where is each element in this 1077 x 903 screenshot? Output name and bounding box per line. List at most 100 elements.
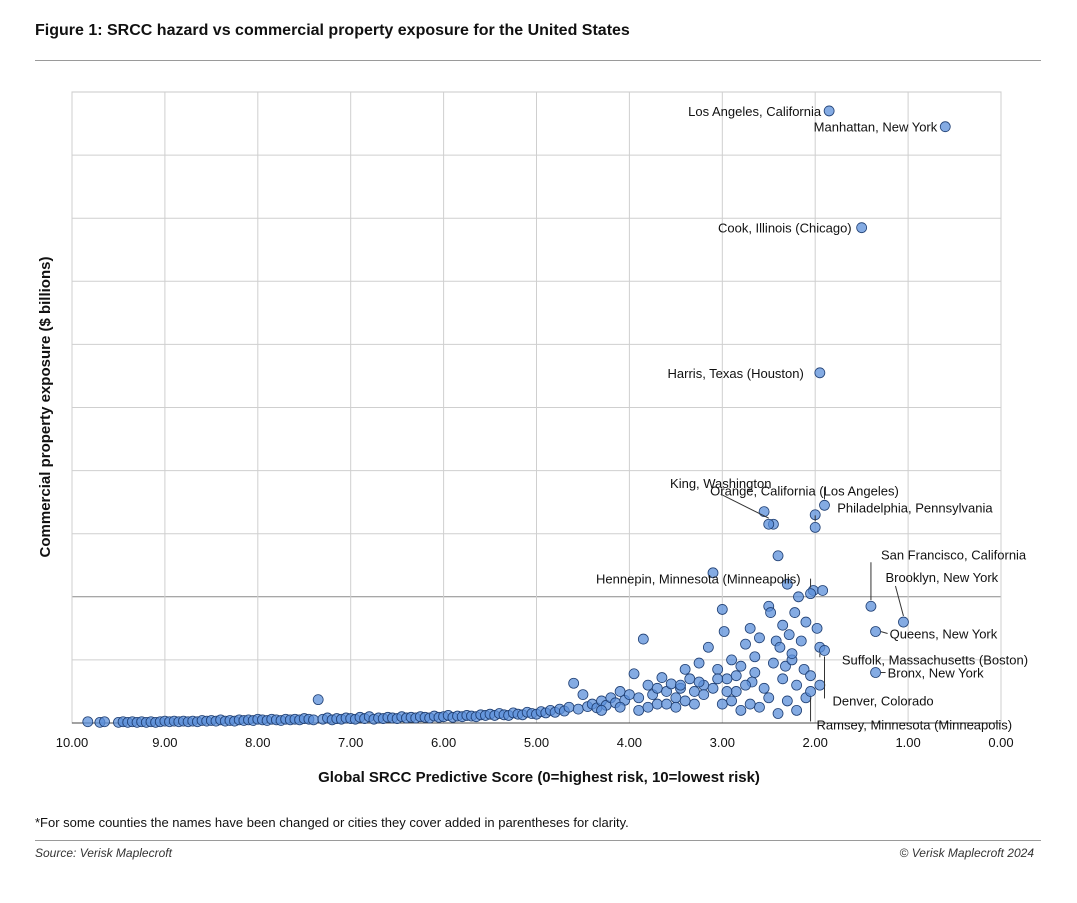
y-axis-label: Commercial property exposure ($ billions… <box>37 257 54 558</box>
data-point <box>772 550 784 562</box>
x-axis-label: Global SRCC Predictive Score (0=highest … <box>318 769 760 786</box>
data-point <box>809 521 821 533</box>
x-tick-label: 10.00 <box>56 735 89 750</box>
callout-leader <box>894 585 904 617</box>
data-point <box>661 698 672 710</box>
data-point <box>675 679 686 691</box>
data-point <box>698 689 710 701</box>
data-point <box>614 686 626 697</box>
data-point <box>758 506 770 518</box>
data-point <box>712 673 724 685</box>
data-point <box>798 663 810 675</box>
data-point <box>707 567 719 579</box>
data-point <box>596 704 607 716</box>
callout-leader <box>880 631 888 634</box>
data-point <box>563 701 575 713</box>
data-point <box>805 588 816 600</box>
data-point <box>689 698 700 710</box>
data-point <box>633 692 645 704</box>
point-label: Suffolk, Massachusetts (Boston) <box>842 652 1028 667</box>
x-tick-label: 2.00 <box>803 735 828 750</box>
data-point <box>772 708 784 719</box>
data-point <box>721 673 733 685</box>
point-label: Philadelphia, Pennsylvania <box>837 500 993 515</box>
point-label: King, Washington <box>670 476 771 491</box>
data-point <box>786 648 798 659</box>
data-point <box>898 616 909 628</box>
data-point <box>628 668 640 680</box>
scatter-chart: 10.00 9.00 8.00 7.00 6.00 5.00 4.00 3.00 2.00 1.0… <box>37 91 1028 786</box>
x-tick-label: 7.00 <box>338 735 363 750</box>
data-point <box>99 716 110 728</box>
data-point <box>744 622 756 634</box>
data-point <box>780 660 791 672</box>
data-point <box>749 667 761 678</box>
title-divider <box>35 60 1041 61</box>
footer-divider <box>35 840 1041 841</box>
data-point <box>865 600 877 612</box>
data-point <box>823 105 835 117</box>
footnote: *For some counties the names have been c… <box>35 815 629 830</box>
point-label: Bronx, New York <box>888 666 985 681</box>
data-point <box>568 677 580 689</box>
data-point <box>651 698 663 710</box>
gridlines <box>71 91 1002 724</box>
data-point <box>656 672 668 683</box>
data-point <box>763 518 775 530</box>
data-point <box>777 673 789 685</box>
data-point <box>758 682 770 694</box>
data-point <box>665 678 677 690</box>
point-label: Queens, New York <box>890 627 998 642</box>
data-point <box>774 641 786 653</box>
x-tick-label: 9.00 <box>152 735 177 750</box>
point-label: Ramsey, Minnesota (Minneapolis) <box>817 717 1013 732</box>
data-point <box>642 701 654 713</box>
data-point <box>689 686 700 697</box>
data-point <box>637 633 649 645</box>
data-point <box>744 698 756 710</box>
x-tick-label: 1.00 <box>895 735 920 750</box>
x-tick-label: 4.00 <box>617 735 642 750</box>
x-tick-labels: 10.00 9.00 8.00 7.00 6.00 5.00 4.00 3.00 2.00 1.0… <box>56 735 1014 750</box>
data-point <box>817 585 829 596</box>
data-point <box>811 622 823 634</box>
data-point <box>789 607 801 618</box>
x-tick-label: 6.00 <box>431 735 456 750</box>
data-point <box>679 695 691 707</box>
point-label: Manhattan, New York <box>814 120 938 135</box>
point-label: Orange, California (Los Angeles) <box>710 483 899 498</box>
data-point <box>614 701 626 713</box>
data-point <box>312 694 324 706</box>
point-label: San Francisco, California <box>881 547 1027 562</box>
data-point <box>670 692 682 704</box>
source-note: Source: Verisk Maplecroft <box>35 846 172 860</box>
point-label: Cook, Illinois (Chicago) <box>718 221 852 236</box>
data-point <box>791 704 803 716</box>
x-tick-label: 8.00 <box>245 735 270 750</box>
data-point <box>577 689 589 701</box>
data-point <box>814 367 826 379</box>
data-point <box>777 619 789 631</box>
data-point <box>684 673 696 685</box>
data-point <box>735 704 747 716</box>
data-point <box>572 703 584 715</box>
x-tick-label: 5.00 <box>524 735 549 750</box>
data-point <box>718 626 730 637</box>
data-point <box>82 716 94 728</box>
point-label: Hennepin, Minnesota (Minneapolis) <box>596 572 801 587</box>
data-point <box>712 663 724 675</box>
data-point <box>702 641 714 653</box>
data-point <box>721 686 733 697</box>
data-point <box>730 670 742 682</box>
figure-title: Figure 1: SRCC hazard vs commercial prop… <box>35 22 630 39</box>
data-point <box>856 222 868 234</box>
x-tick-label: 3.00 <box>710 735 735 750</box>
point-label: Brooklyn, New York <box>885 570 998 585</box>
data-point <box>819 645 830 656</box>
data-point <box>754 632 765 644</box>
data-point <box>642 679 654 691</box>
callout-leader <box>720 493 769 519</box>
data-point <box>819 499 830 511</box>
data-point <box>740 679 751 691</box>
data-point <box>765 607 777 618</box>
